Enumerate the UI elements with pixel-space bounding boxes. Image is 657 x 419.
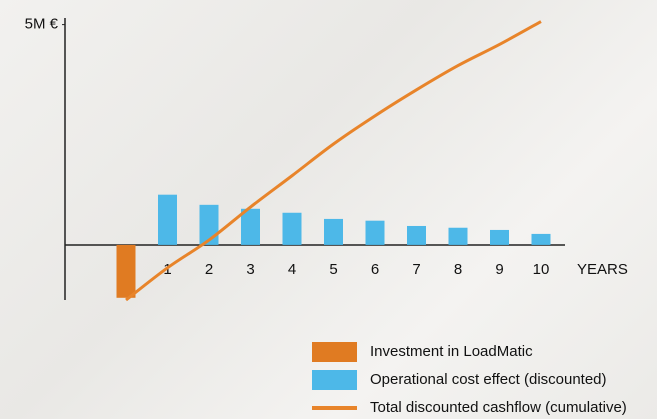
bar <box>282 212 302 245</box>
bar <box>241 208 260 245</box>
legend-swatch <box>312 342 357 362</box>
legend-swatch <box>312 406 357 410</box>
x-tick-label: 3 <box>246 261 254 278</box>
legend-label: Investment in LoadMatic <box>370 343 533 360</box>
bar <box>448 227 468 245</box>
x-tick-label: 9 <box>495 261 503 278</box>
x-tick-label: 10 <box>533 261 550 278</box>
x-tick-label: 8 <box>454 261 462 278</box>
x-tick-label: 6 <box>371 261 379 278</box>
bar <box>324 218 343 245</box>
y-tick-label: 5M € <box>25 16 59 33</box>
bar <box>365 220 385 245</box>
x-tick-label: 2 <box>205 261 213 278</box>
bar <box>407 225 426 245</box>
x-tick-label: 7 <box>412 261 420 278</box>
bar <box>158 194 177 245</box>
legend-label: Operational cost effect (discounted) <box>370 371 607 388</box>
bar <box>531 233 551 245</box>
legend-swatch <box>312 370 357 390</box>
bar <box>116 244 136 298</box>
legend-label: Total discounted cashflow (cumulative) <box>370 399 627 416</box>
x-tick-label: 5 <box>329 261 337 278</box>
bar <box>490 229 509 245</box>
cumulative-line <box>125 20 542 302</box>
x-axis-label: YEARS <box>577 261 628 278</box>
x-tick-label: 4 <box>288 261 296 278</box>
